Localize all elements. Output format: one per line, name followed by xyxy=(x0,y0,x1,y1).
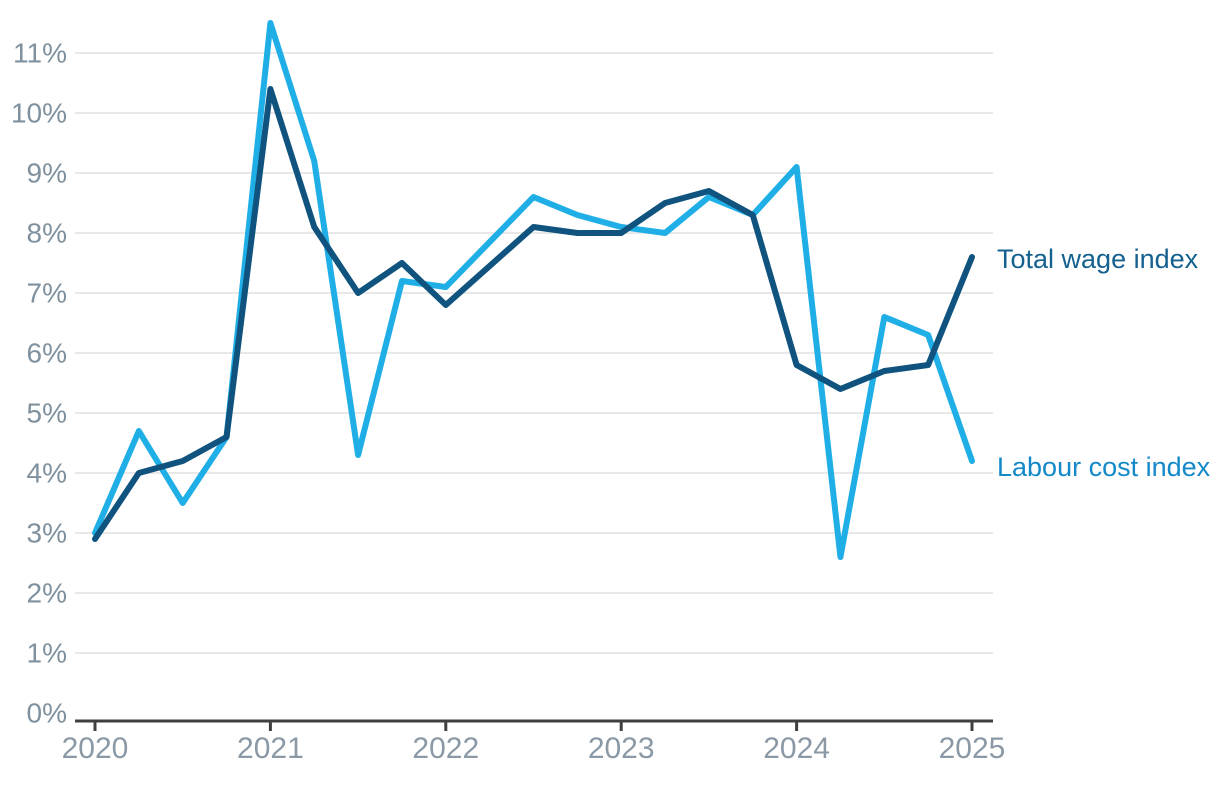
series-label-total-wage-index: Total wage index xyxy=(997,244,1199,274)
x-tick-label-2023: 2023 xyxy=(588,732,655,765)
series-end-labels: Total wage index Labour cost index xyxy=(997,244,1211,482)
x-tick-label-2021: 2021 xyxy=(237,732,304,765)
x-tick-label-2022: 2022 xyxy=(412,732,479,765)
y-tick-label-4: 4% xyxy=(27,458,67,489)
gridlines xyxy=(75,52,993,654)
x-tick-label-2020: 2020 xyxy=(62,732,129,765)
series-label-labour-cost-index: Labour cost index xyxy=(997,452,1211,482)
y-tick-label-1: 1% xyxy=(27,638,67,669)
y-tick-label-0: 0% xyxy=(27,698,67,729)
y-axis-tick-labels: 0% 1% 2% 3% 4% 5% 6% 7% 8% 9% 10% 11% xyxy=(11,38,67,729)
y-tick-label-9: 9% xyxy=(27,158,67,189)
labour-cost-index-line xyxy=(92,20,975,560)
x-tick-label-2025: 2025 xyxy=(939,732,1006,765)
y-tick-label-10: 10% xyxy=(11,98,67,129)
y-tick-label-2: 2% xyxy=(27,578,67,609)
y-tick-label-5: 5% xyxy=(27,398,67,429)
x-axis xyxy=(75,719,993,731)
y-tick-label-7: 7% xyxy=(27,278,67,309)
y-tick-label-8: 8% xyxy=(27,218,67,249)
y-tick-label-6: 6% xyxy=(27,338,67,369)
total-wage-index-line xyxy=(92,86,975,542)
y-tick-label-11: 11% xyxy=(13,38,67,69)
x-tick-label-2024: 2024 xyxy=(763,732,830,765)
y-tick-label-3: 3% xyxy=(27,518,67,549)
x-axis-tick-labels: 2020 2021 2022 2023 2024 2025 xyxy=(62,732,1006,765)
series-lines xyxy=(92,20,975,560)
